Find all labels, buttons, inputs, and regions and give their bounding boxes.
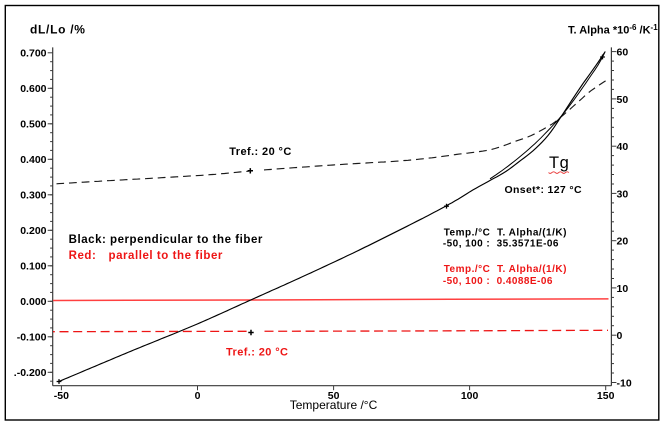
svg-text:-50, 100 : 35.3571E-06: -50, 100 : 35.3571E-06 (443, 238, 559, 249)
svg-text:0.100: 0.100 (20, 261, 46, 273)
svg-text:0.200: 0.200 (20, 225, 46, 237)
svg-text:0.300: 0.300 (20, 190, 46, 202)
svg-text:-50, 100 : 0.4088E-06: -50, 100 : 0.4088E-06 (443, 276, 553, 287)
svg-text:Black:: Black: (69, 234, 107, 246)
svg-text:0.400: 0.400 (20, 154, 46, 166)
svg-text:50: 50 (617, 94, 629, 106)
svg-text:0.000: 0.000 (20, 296, 46, 308)
svg-text:perpendicular to the fiber: perpendicular to the fiber (110, 234, 263, 246)
svg-text:-10: -10 (617, 377, 632, 389)
svg-text:10: 10 (617, 283, 629, 295)
svg-text:T. Alpha *10-6 /K-1: T. Alpha *10-6 /K-1 (568, 23, 658, 37)
svg-text:-0.100: -0.100 (17, 332, 47, 344)
svg-text:0: 0 (617, 330, 623, 342)
svg-text:40: 40 (617, 141, 629, 153)
svg-text:Temp./°C T. Alpha/(1/K): Temp./°C T. Alpha/(1/K) (444, 228, 567, 239)
svg-text:0.600: 0.600 (20, 83, 46, 95)
svg-text:Onset*: 127 °C: Onset*: 127 °C (505, 184, 582, 196)
svg-text:Tref.: 20 °C: Tref.: 20 °C (226, 346, 288, 358)
svg-text:parallel to the fiber: parallel to the fiber (109, 250, 223, 262)
svg-text:150: 150 (597, 390, 615, 402)
svg-text:100: 100 (461, 390, 479, 402)
svg-text:.-0.200: .-0.200 (14, 367, 47, 379)
svg-text:0.500: 0.500 (20, 119, 46, 131)
svg-text:Temp./°C T. Alpha/(1/K): Temp./°C T. Alpha/(1/K) (444, 264, 567, 275)
svg-text:60: 60 (617, 47, 629, 59)
svg-text:30: 30 (617, 188, 629, 200)
svg-text:0: 0 (195, 390, 201, 402)
svg-text:50: 50 (328, 390, 340, 402)
svg-text:Temperature /°C: Temperature /°C (290, 398, 378, 412)
svg-text:Red:: Red: (69, 250, 97, 262)
svg-text:Tg: Tg (549, 154, 569, 172)
svg-text:0.700: 0.700 (20, 48, 46, 60)
svg-text:20: 20 (617, 236, 629, 248)
svg-text:dL/Lo /%: dL/Lo /% (30, 23, 86, 37)
svg-text:Tref.: 20 °C: Tref.: 20 °C (229, 146, 291, 158)
svg-text:-50: -50 (54, 390, 69, 402)
